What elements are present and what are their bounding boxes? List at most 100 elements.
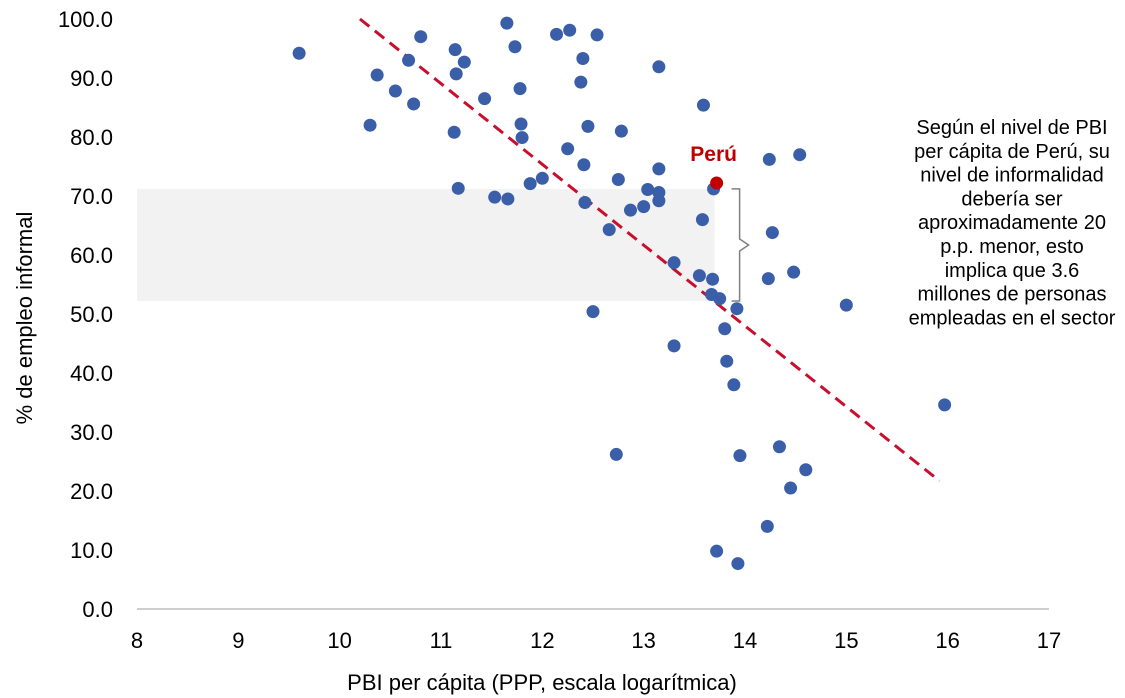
data-point — [581, 119, 595, 133]
annotation-line: p.p. menor, esto — [940, 236, 1083, 258]
trendline — [358, 17, 941, 483]
data-point — [515, 131, 529, 145]
data-point — [457, 55, 471, 69]
data-point — [611, 172, 625, 186]
x-tick-label: 15 — [834, 628, 858, 653]
x-tick-label: 12 — [530, 628, 554, 653]
data-point — [710, 544, 724, 558]
data-point — [695, 213, 709, 227]
peru-highlight: Perú — [690, 143, 737, 190]
annotation-line: implica que 3.6 — [945, 260, 1080, 282]
x-tick-label: 13 — [631, 628, 655, 653]
y-axis-title: % de empleo informal — [12, 212, 37, 425]
data-point — [523, 177, 537, 191]
data-point — [407, 97, 421, 111]
peru-label: Perú — [690, 143, 737, 166]
y-tick-label: 90.0 — [70, 66, 113, 91]
annotation-line: nivel de informalidad — [920, 165, 1103, 187]
data-point — [765, 226, 779, 240]
x-tick-label: 9 — [232, 628, 244, 653]
data-point — [667, 339, 681, 353]
data-point — [448, 43, 462, 57]
y-tick-label: 30.0 — [70, 420, 113, 445]
data-point — [292, 46, 306, 60]
data-point — [793, 148, 807, 162]
data-point — [578, 195, 592, 209]
gap-bracket — [731, 188, 750, 302]
annotation-line: millones de personas — [918, 284, 1107, 306]
data-point — [696, 98, 710, 112]
data-point — [561, 142, 575, 156]
y-tick-label: 50.0 — [70, 302, 113, 327]
data-point — [730, 302, 744, 316]
y-tick-label: 80.0 — [70, 125, 113, 150]
data-point — [513, 82, 527, 96]
data-point — [586, 305, 600, 319]
data-point — [609, 447, 623, 461]
data-point — [414, 30, 428, 44]
x-tick-label: 16 — [935, 628, 959, 653]
data-point — [501, 192, 515, 206]
trendline-layer — [358, 17, 941, 483]
peru-point — [710, 176, 724, 190]
data-point — [577, 158, 591, 172]
annotation-text: Según el nivel de PBI per cápita de Perú,… — [909, 117, 1116, 329]
data-point — [761, 272, 775, 286]
data-point — [641, 183, 655, 197]
data-point — [762, 152, 776, 166]
data-point — [451, 181, 465, 195]
data-point — [731, 557, 745, 571]
y-tick-label: 40.0 — [70, 361, 113, 386]
data-point — [363, 118, 377, 132]
y-tick-label: 10.0 — [70, 538, 113, 563]
data-point — [652, 162, 666, 176]
annotation-line: debería ser — [961, 188, 1063, 210]
data-point — [733, 449, 747, 463]
data-point — [508, 40, 522, 54]
data-point — [614, 124, 628, 138]
data-point — [727, 378, 741, 392]
x-axis-title: PBI per cápita (PPP, escala logarítmica) — [347, 670, 737, 695]
annotation-line: empleadas en el sector — [909, 307, 1116, 329]
data-point — [938, 398, 952, 412]
data-point — [550, 27, 564, 41]
data-point — [500, 16, 514, 30]
data-point — [637, 200, 651, 214]
data-point — [402, 53, 416, 67]
data-point — [784, 481, 798, 495]
gap-band-rect — [137, 188, 715, 302]
data-point — [713, 292, 727, 306]
data-point — [652, 185, 666, 199]
data-point — [576, 52, 590, 66]
annotation-line: aproximadamente 20 — [918, 212, 1106, 234]
data-point — [667, 256, 681, 270]
data-point — [718, 322, 732, 336]
y-tick-label: 0.0 — [82, 597, 113, 622]
y-tick-label: 60.0 — [70, 243, 113, 268]
informality-gap-band — [137, 188, 715, 302]
data-point — [563, 23, 577, 37]
y-tick-label: 100.0 — [58, 7, 113, 32]
y-tick-label: 20.0 — [70, 479, 113, 504]
data-point — [839, 298, 853, 312]
data-point — [449, 67, 463, 81]
data-points — [292, 16, 952, 571]
x-tick-label: 17 — [1037, 628, 1061, 653]
data-point — [488, 190, 502, 204]
annotation-line: Según el nivel de PBI — [916, 117, 1107, 139]
data-point — [772, 440, 786, 454]
data-point — [478, 92, 492, 106]
x-tick-label: 8 — [131, 628, 143, 653]
data-point — [760, 519, 774, 533]
data-point — [388, 84, 402, 98]
x-tick-label: 14 — [733, 628, 757, 653]
data-point — [799, 463, 813, 477]
data-point — [602, 223, 616, 237]
data-point — [787, 265, 801, 279]
data-point — [623, 203, 637, 217]
data-point — [370, 68, 384, 82]
data-point — [720, 354, 734, 368]
x-tick-label: 10 — [327, 628, 351, 653]
data-point — [447, 125, 461, 139]
